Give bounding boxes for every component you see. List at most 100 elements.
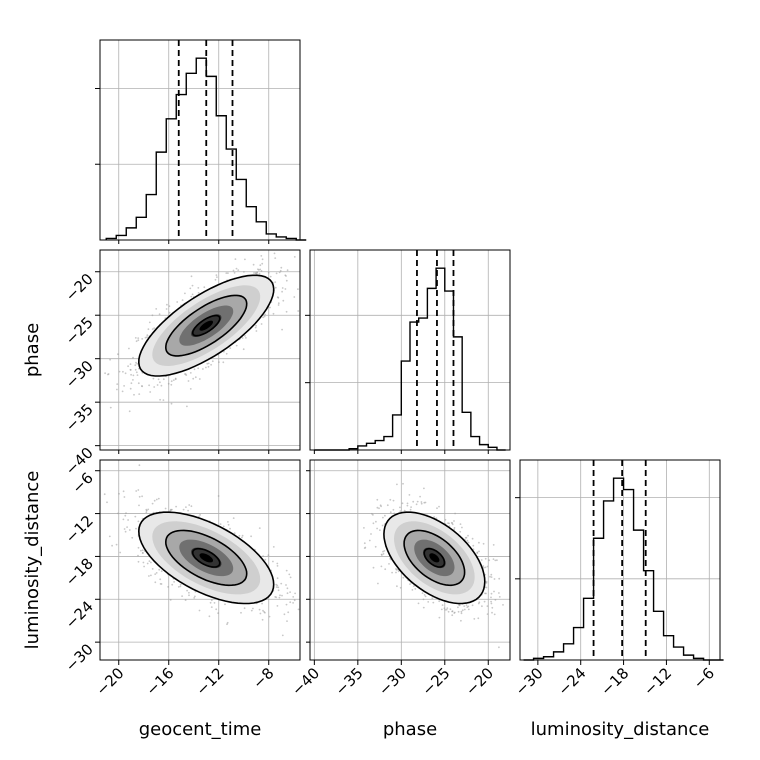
- sample-point: [269, 275, 272, 278]
- sample-point: [173, 581, 176, 583]
- sample-point: [250, 535, 253, 538]
- sample-point: [185, 506, 187, 508]
- sample-point: [159, 381, 161, 384]
- sample-point: [250, 609, 253, 612]
- sample-point: [473, 618, 476, 620]
- sample-point: [261, 602, 263, 605]
- sample-point: [129, 368, 132, 371]
- sample-point: [293, 296, 296, 298]
- sample-point: [162, 378, 165, 381]
- sample-point: [282, 299, 285, 302]
- sample-point: [258, 527, 261, 529]
- sample-point: [490, 596, 492, 599]
- sample-point: [453, 528, 456, 531]
- sample-point: [172, 379, 175, 381]
- sample-point: [138, 464, 141, 467]
- density-shade: [429, 553, 440, 563]
- sample-point: [151, 314, 154, 317]
- sample-point: [286, 620, 288, 622]
- sample-point: [188, 504, 191, 506]
- sample-point: [193, 597, 196, 599]
- sample-point: [169, 599, 172, 601]
- sample-point: [150, 561, 152, 564]
- sample-point: [285, 310, 288, 313]
- sample-point: [189, 372, 192, 374]
- sample-point: [233, 272, 236, 274]
- sample-point: [186, 405, 188, 408]
- sample-point: [494, 599, 497, 601]
- sample-point: [158, 568, 161, 571]
- sample-point: [284, 288, 287, 290]
- sample-point: [132, 379, 134, 381]
- sample-point: [454, 512, 456, 515]
- sample-point: [207, 365, 210, 368]
- sample-point: [463, 608, 466, 611]
- sample-point: [237, 269, 240, 271]
- sample-point: [189, 287, 192, 290]
- sample-point: [382, 553, 385, 555]
- sample-point: [167, 382, 170, 385]
- sample-point: [244, 335, 246, 337]
- sample-point: [372, 522, 375, 525]
- contour-1: [164, 294, 248, 357]
- sample-point: [277, 302, 280, 305]
- sample-point: [177, 586, 180, 588]
- sample-point: [130, 373, 133, 376]
- sample-point: [160, 384, 163, 387]
- sample-point: [145, 511, 148, 514]
- sample-point: [125, 512, 127, 514]
- sample-point: [154, 581, 157, 584]
- sample-point: [498, 577, 501, 580]
- sample-point: [135, 527, 137, 530]
- sample-point: [477, 617, 480, 620]
- sample-point: [216, 276, 218, 278]
- x-axis-label-geocent-time: geocent_time: [139, 719, 262, 740]
- sample-point: [127, 365, 129, 368]
- sample-point: [374, 545, 377, 548]
- sample-point: [137, 337, 140, 339]
- contour-1: [403, 529, 466, 587]
- sample-point: [185, 374, 188, 376]
- x-axis-label-luminosity-distance: luminosity_distance: [531, 719, 710, 740]
- sample-point: [121, 390, 124, 393]
- sample-point: [244, 258, 246, 261]
- sample-point: [280, 582, 283, 585]
- sample-point: [227, 521, 229, 523]
- sample-point: [459, 530, 462, 533]
- sample-point: [255, 324, 257, 327]
- sample-point: [395, 571, 397, 574]
- sample-point: [423, 501, 426, 504]
- sample-point: [281, 634, 284, 637]
- sample-point: [143, 565, 146, 568]
- sample-point: [187, 380, 190, 382]
- sample-point: [279, 594, 281, 597]
- sample-point: [498, 596, 501, 598]
- sample-point: [122, 518, 125, 521]
- sample-point: [371, 512, 373, 515]
- sample-point: [263, 315, 266, 318]
- sample-point: [137, 554, 139, 557]
- sample-point: [427, 601, 430, 603]
- sample-point: [156, 384, 159, 386]
- sample-point: [207, 362, 210, 365]
- sample-point: [490, 576, 493, 578]
- sample-point: [254, 326, 257, 329]
- sample-point: [402, 482, 404, 485]
- x-tick-label-geocent_time: −8: [249, 664, 277, 692]
- sample-point: [393, 512, 396, 515]
- sample-point: [137, 546, 140, 549]
- sample-point: [440, 608, 443, 611]
- sample-point: [449, 608, 452, 611]
- sample-point: [130, 382, 133, 385]
- sample-point: [147, 328, 150, 331]
- sample-point: [226, 623, 228, 626]
- sample-point: [285, 584, 287, 586]
- sample-point: [192, 377, 195, 380]
- sample-point: [141, 551, 144, 554]
- sample-point: [144, 336, 147, 339]
- sample-point: [170, 383, 173, 386]
- sample-point: [278, 596, 281, 599]
- sample-point: [379, 504, 382, 507]
- sample-point: [491, 611, 493, 614]
- sample-point: [155, 308, 158, 310]
